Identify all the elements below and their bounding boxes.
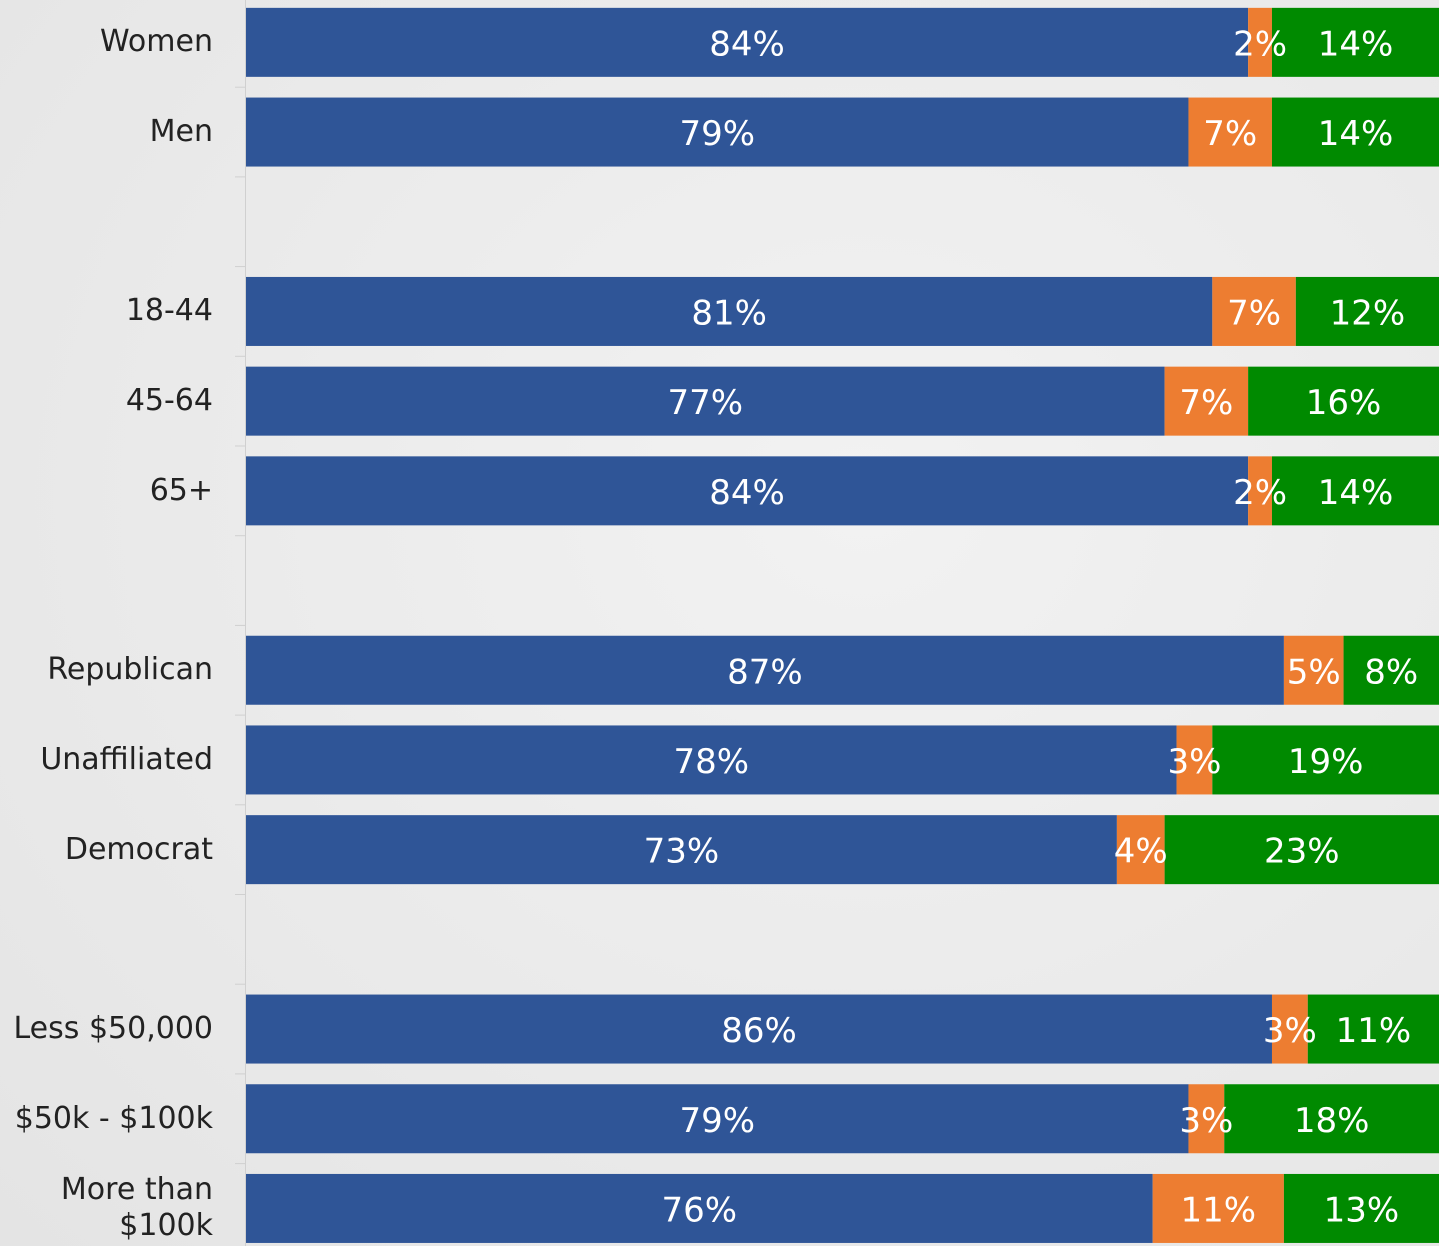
bar-segment: [1248, 7, 1272, 77]
bar-segment: [1307, 994, 1439, 1064]
category-label: 18-44: [125, 293, 213, 329]
value-label: 4%: [1114, 832, 1168, 872]
value-label: 11%: [1181, 1190, 1257, 1230]
bar-segment: [1248, 366, 1439, 436]
bar-segment: [1116, 815, 1165, 885]
value-label: 79%: [679, 114, 755, 154]
value-label: 8%: [1364, 652, 1418, 692]
value-label: 18%: [1294, 1101, 1370, 1141]
value-label: 7%: [1179, 383, 1233, 423]
value-label: 3%: [1179, 1101, 1233, 1141]
bar-segment: [246, 97, 1189, 167]
value-label: 7%: [1227, 293, 1281, 333]
value-label: 2%: [1233, 24, 1287, 64]
bar-segment: [246, 456, 1249, 526]
value-label: 5%: [1287, 652, 1341, 692]
value-label: 84%: [709, 473, 785, 513]
value-label: 78%: [673, 742, 749, 782]
bar-segment: [246, 366, 1165, 436]
bar-segment: [246, 1173, 1153, 1243]
bar-segment: [1271, 7, 1439, 77]
bar-segment: [1224, 1084, 1439, 1154]
bar-segment: [1164, 366, 1249, 436]
bar-segment: [1188, 97, 1272, 167]
value-label: 81%: [691, 293, 767, 333]
bar-segment: [1271, 97, 1439, 167]
category-label: Democrat: [64, 831, 213, 867]
category-label: $50k - $100k: [14, 1100, 213, 1136]
bar-segment: [1271, 456, 1439, 526]
value-label: 16%: [1306, 383, 1382, 423]
value-label: 79%: [679, 1101, 755, 1141]
value-label: 14%: [1318, 24, 1394, 64]
bar-segment: [246, 815, 1117, 885]
value-label: 86%: [721, 1011, 797, 1051]
bar-segment: [246, 1084, 1189, 1154]
value-label: 13%: [1324, 1190, 1400, 1230]
category-label: More than $100k: [60, 1172, 213, 1244]
value-label: 73%: [644, 832, 720, 872]
category-label: 45-64: [125, 383, 213, 419]
bar-segment: [1283, 635, 1344, 705]
bar-segment: [246, 276, 1213, 346]
value-label: 23%: [1264, 832, 1340, 872]
category-label: 65+: [149, 472, 213, 508]
value-label: 14%: [1318, 473, 1394, 513]
value-label: 84%: [709, 24, 785, 64]
category-label: Women: [100, 24, 213, 60]
bar-segment: [246, 725, 1177, 795]
category-label: Unaffiliated: [40, 741, 213, 777]
value-label: 14%: [1318, 114, 1394, 154]
value-label: 87%: [727, 652, 803, 692]
value-label: 2%: [1233, 473, 1287, 513]
category-label: Republican: [47, 652, 213, 688]
bar-segment: [1295, 276, 1439, 346]
value-label: 19%: [1288, 742, 1364, 782]
bar-segment: [1176, 725, 1213, 795]
bar-segment: [1271, 994, 1308, 1064]
value-label: 3%: [1167, 742, 1221, 782]
bar-segment: [1152, 1173, 1284, 1243]
bar-segment: [1283, 1173, 1439, 1243]
bar-segment: [246, 994, 1272, 1064]
bar-segment: [1212, 725, 1439, 795]
value-label: 12%: [1330, 293, 1406, 333]
bar-segment: [246, 635, 1284, 705]
category-label: Men: [149, 114, 213, 150]
value-label: 77%: [668, 383, 744, 423]
value-label: 7%: [1203, 114, 1257, 154]
value-label: 3%: [1263, 1011, 1317, 1051]
value-label: 11%: [1336, 1011, 1412, 1051]
bar-segment: [1343, 635, 1439, 705]
bar-segment: [1188, 1084, 1225, 1154]
category-label: Less $50,000: [13, 1011, 214, 1047]
bar-segment: [1164, 815, 1439, 885]
bar-segment: [1212, 276, 1296, 346]
bar-segment: [246, 7, 1249, 77]
value-label: 76%: [662, 1190, 738, 1230]
bar-segment: [1248, 456, 1272, 526]
